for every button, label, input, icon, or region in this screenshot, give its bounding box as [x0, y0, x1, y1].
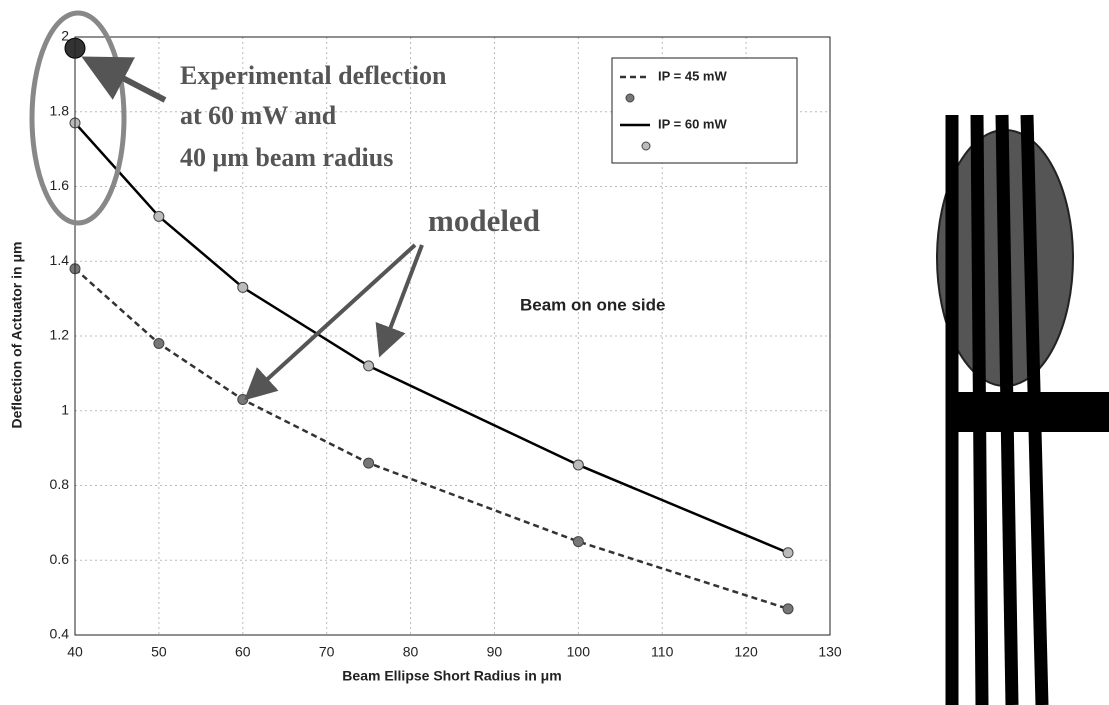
data-point	[237, 281, 249, 293]
arrow	[244, 243, 417, 401]
data-point	[363, 457, 375, 469]
annotation: at 60 mW and	[180, 101, 337, 130]
x-tick-label: 50	[151, 644, 167, 660]
legend-entries: IP = 45 mW IP = 60 mW	[620, 68, 727, 151]
y-tick-label: 1.4	[50, 252, 70, 268]
arrow	[81, 56, 167, 103]
y-axis-label: Deflection of Actuator in μm	[9, 242, 25, 429]
x-tick-label: 80	[403, 644, 419, 660]
arrow	[375, 244, 424, 358]
y-tick-label: 1.2	[50, 327, 70, 343]
data-point	[782, 603, 794, 615]
series-line	[74, 122, 789, 554]
highlight-oval	[29, 10, 127, 226]
x-tick-label: 90	[487, 644, 503, 660]
plot-frame	[74, 36, 831, 636]
x-tick-label: 100	[567, 644, 591, 660]
y-tick-label: 1	[61, 401, 69, 417]
anchor-bar	[948, 392, 1109, 432]
legend-label: IP = 60 mW	[658, 116, 727, 131]
y-tick-label: 0.8	[50, 476, 70, 492]
x-tick-label: 40	[67, 644, 83, 660]
x-tick-label: 60	[235, 644, 251, 660]
y-tick-label: 0.4	[50, 626, 70, 642]
x-tick-label: 130	[818, 644, 842, 660]
series-line	[74, 267, 789, 611]
x-tick-label: 120	[734, 644, 758, 660]
x-tick-label: 70	[319, 644, 335, 660]
y-tick-label: 1.6	[50, 177, 70, 193]
x-tick-label: 110	[651, 644, 674, 660]
data-point	[363, 360, 375, 372]
annotation: modeled	[428, 203, 540, 238]
legend-label: IP = 45 mW	[658, 68, 727, 83]
y-tick-label: 1.8	[50, 102, 70, 118]
y-tick-label: 0.6	[50, 551, 70, 567]
annotation: Experimental deflection	[180, 61, 447, 90]
actuator-diagram	[936, 114, 1109, 705]
data-point	[153, 210, 165, 222]
y-tick-label: 2	[61, 28, 69, 44]
data-point	[237, 394, 249, 406]
plot: 40 50 60 70 80 90 100 110 120 130 0.4 0.6 0.8 1 1.2 1.4…	[50, 28, 842, 660]
x-axis-label: Beam Ellipse Short Radius in μm	[342, 668, 561, 684]
data-point	[572, 459, 584, 471]
legend-marker	[641, 141, 651, 151]
data-point	[572, 536, 584, 548]
data-point	[153, 337, 165, 349]
annotation: 40 μm beam radius	[180, 143, 393, 172]
annotation: Beam on one side	[520, 295, 665, 314]
legend-marker	[625, 93, 635, 103]
data-point	[782, 547, 794, 559]
